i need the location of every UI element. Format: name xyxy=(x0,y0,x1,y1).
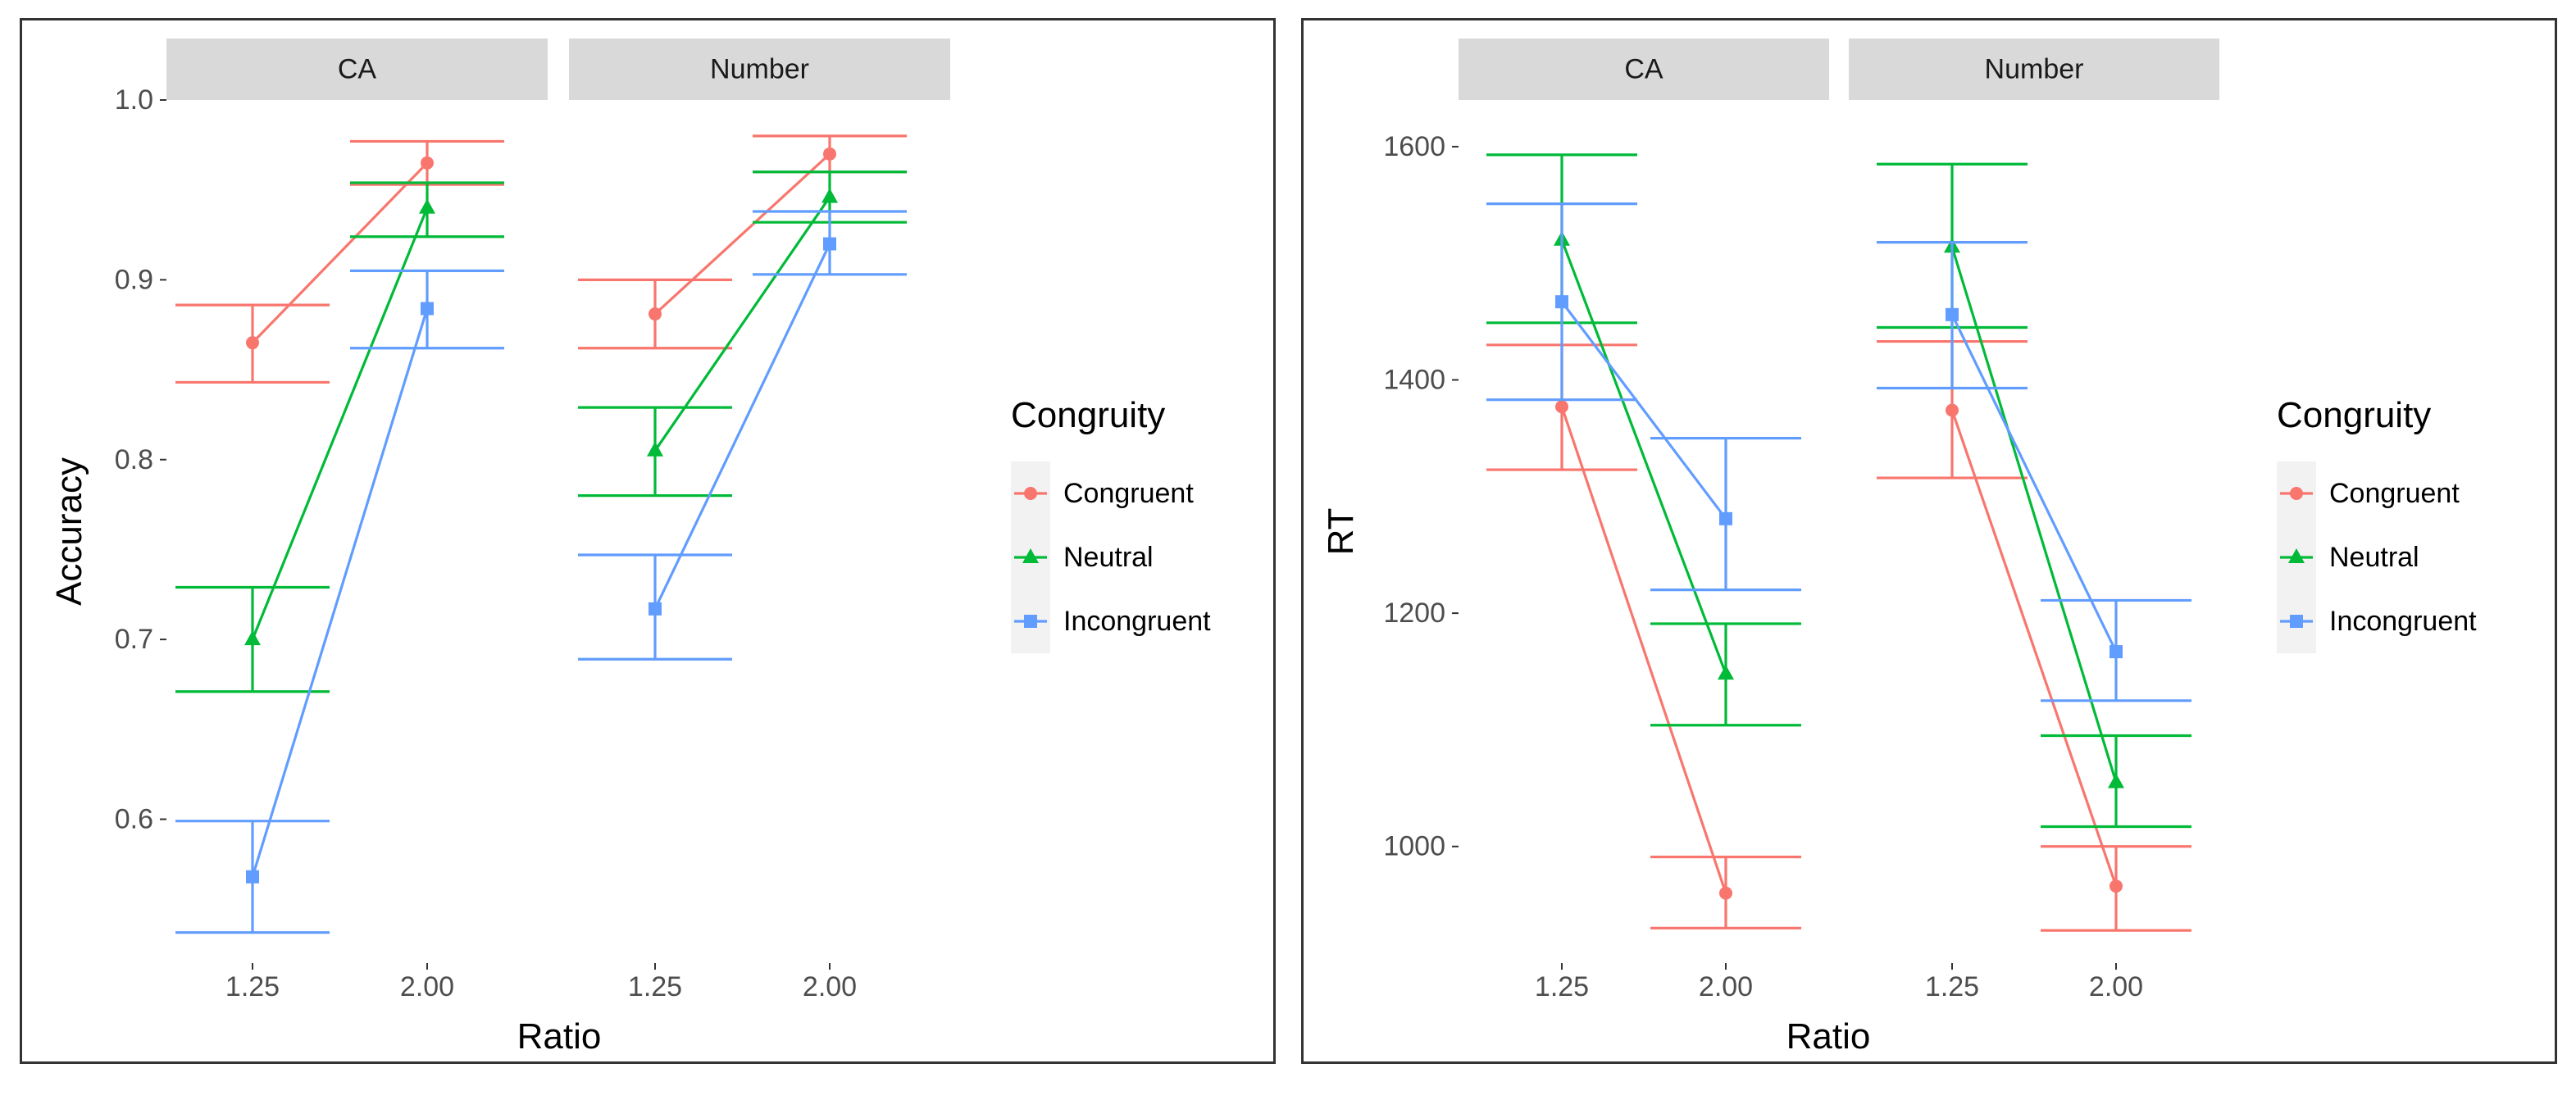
y-tick-label: 1200 xyxy=(1383,598,1445,629)
series-line-congruent xyxy=(1560,406,1727,894)
series-line-incongruent xyxy=(251,308,429,878)
data-point-neutral xyxy=(419,198,435,214)
series-line-congruent xyxy=(251,161,429,344)
data-point-incongruent xyxy=(421,302,434,316)
series-congruent-facet-ca xyxy=(1486,343,1801,929)
accuracy-chart: CA 1.25 2.00 Number 1.25 2.00 0.6 0.7 0.8 0.9 1.0 A… xyxy=(49,39,1211,1057)
series-neutral-facet-number xyxy=(1877,162,2191,829)
data-point-incongruent xyxy=(246,870,259,884)
series-neutral-facet-ca xyxy=(1486,153,1801,727)
legend-key-marker-congruent xyxy=(2290,487,2303,500)
series-congruent-facet-number xyxy=(1877,339,2191,932)
data-point-congruent xyxy=(2109,879,2123,893)
x-tick-label: 2.00 xyxy=(1699,971,1753,1002)
series-congruent-facet-ca xyxy=(175,139,504,384)
data-point-congruent xyxy=(649,307,662,321)
series-line-neutral xyxy=(653,196,831,452)
data-point-incongruent xyxy=(1555,295,1568,309)
x-tick-label: 2.00 xyxy=(803,971,857,1002)
facet-strip-ca xyxy=(166,39,548,100)
legend-key-marker-neutral xyxy=(1022,548,1039,563)
data-point-congruent xyxy=(823,147,836,161)
legend-label-congruent: Congruent xyxy=(1063,478,1194,509)
y-tick-label: 0.9 xyxy=(115,264,153,295)
y-tick-label: 0.8 xyxy=(115,444,153,475)
data-point-neutral xyxy=(2108,773,2124,789)
legend-key-marker-incongruent xyxy=(1024,615,1037,628)
legend-key-marker-neutral xyxy=(2288,548,2305,563)
series-neutral-facet-ca xyxy=(175,181,504,693)
series-congruent-facet-number xyxy=(578,134,907,350)
data-point-neutral xyxy=(1718,665,1734,680)
series-line-neutral xyxy=(251,207,429,640)
series-line-incongruent xyxy=(1950,314,2118,652)
facet-strip-number xyxy=(1849,39,2219,100)
data-point-neutral xyxy=(821,188,838,203)
facet-label-number: Number xyxy=(1985,54,2084,85)
y-axis-title: Accuracy xyxy=(49,457,89,606)
series-line-incongruent xyxy=(1560,301,1727,520)
series-incongruent-facet-number xyxy=(1877,241,2191,702)
series-incongruent-facet-ca xyxy=(1486,202,1801,592)
legend-label-neutral: Neutral xyxy=(1063,542,1154,573)
x-tick-label: 1.25 xyxy=(1925,971,1979,1002)
x-tick-label: 2.00 xyxy=(2089,971,2143,1002)
series-line-neutral xyxy=(1560,239,1727,675)
facet-strip-number xyxy=(569,39,950,100)
y-axis-title: RT xyxy=(1321,508,1361,556)
data-point-incongruent xyxy=(2109,645,2123,659)
facet-label-ca: CA xyxy=(338,54,377,85)
data-point-incongruent xyxy=(823,237,836,251)
series-line-congruent xyxy=(1950,409,2118,887)
y-tick-label: 0.7 xyxy=(115,624,153,655)
data-point-incongruent xyxy=(649,602,662,616)
x-tick-label: 2.00 xyxy=(400,971,454,1002)
facet-label-ca: CA xyxy=(1624,54,1663,85)
x-axis-title: Ratio xyxy=(517,1016,602,1057)
legend-title: Congruity xyxy=(1011,395,1165,435)
rt-chart: CA 1.25 2.00 Number 1.25 2.00 1000 1200 1400 1600… xyxy=(1321,39,2477,1057)
x-tick-label: 1.25 xyxy=(628,971,682,1002)
data-point-incongruent xyxy=(1946,307,1959,321)
y-tick-label: 0.6 xyxy=(115,804,153,835)
rt-chart-panel: CA 1.25 2.00 Number 1.25 2.00 1000 1200 1400 1600… xyxy=(1301,18,2557,1064)
data-point-neutral xyxy=(647,441,663,457)
x-tick-label: 1.25 xyxy=(225,971,280,1002)
y-tick-label: 1600 xyxy=(1383,131,1445,162)
legend-key-marker-incongruent xyxy=(2290,615,2303,628)
data-point-congruent xyxy=(246,336,259,350)
data-point-congruent xyxy=(1555,400,1568,414)
legend-label-incongruent: Incongruent xyxy=(1063,606,1211,637)
legend-title: Congruity xyxy=(2277,395,2431,435)
facet-label-number: Number xyxy=(710,54,809,85)
series-neutral-facet-number xyxy=(578,170,907,498)
series-incongruent-facet-number xyxy=(578,210,907,661)
data-point-congruent xyxy=(1719,886,1732,900)
y-tick-label: 1.0 xyxy=(115,84,153,116)
legend-key-marker-congruent xyxy=(1024,487,1037,500)
y-tick-label: 1400 xyxy=(1383,365,1445,396)
series-line-neutral xyxy=(1950,246,2118,783)
data-point-incongruent xyxy=(1719,511,1732,525)
data-point-neutral xyxy=(244,630,261,646)
data-point-congruent xyxy=(1946,403,1959,417)
facet-strip-ca xyxy=(1459,39,1829,100)
y-tick-label: 1000 xyxy=(1383,831,1445,862)
series-line-incongruent xyxy=(653,243,831,610)
accuracy-chart-panel: CA 1.25 2.00 Number 1.25 2.00 0.6 0.7 0.8 0.9 1.0 A… xyxy=(20,18,1276,1064)
legend-label-incongruent: Incongruent xyxy=(2329,606,2477,637)
legend-label-neutral: Neutral xyxy=(2329,542,2419,573)
series-incongruent-facet-ca xyxy=(175,269,504,934)
legend-label-congruent: Congruent xyxy=(2329,478,2460,509)
x-tick-label: 1.25 xyxy=(1535,971,1589,1002)
data-point-congruent xyxy=(421,156,434,170)
series-line-congruent xyxy=(653,152,831,316)
x-axis-title: Ratio xyxy=(1786,1016,1871,1057)
